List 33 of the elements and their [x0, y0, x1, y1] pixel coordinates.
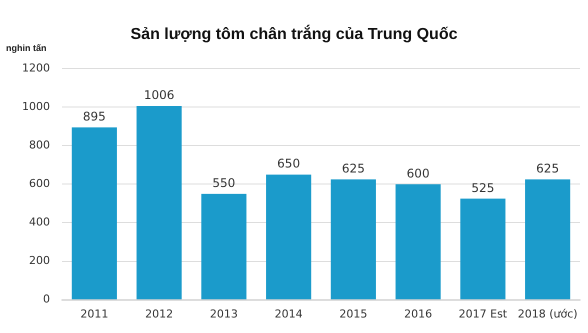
bar [525, 179, 570, 300]
bar [266, 174, 312, 300]
data-label: 550 [212, 176, 236, 190]
x-tick-label: 2015 [339, 307, 368, 320]
y-tick-label: 400 [28, 216, 50, 229]
x-tick-label: 2018 (ước) [518, 307, 578, 320]
data-label: 625 [342, 162, 365, 176]
y-tick-label: 1000 [22, 100, 50, 113]
chart-title: Sản lượng tôm chân trắng của Trung Quốc [130, 26, 458, 44]
x-tick-label: 2016 [404, 307, 432, 320]
data-label: 625 [536, 162, 560, 176]
y-tick-label: 600 [28, 177, 50, 190]
data-label: 600 [406, 166, 430, 180]
data-label: 1006 [144, 88, 174, 102]
x-tick-label: 2017 Est [458, 307, 508, 320]
x-tick-label: 2011 [80, 307, 108, 320]
y-tick-label: 800 [28, 138, 50, 152]
data-label: 650 [277, 156, 300, 171]
y-tick-label: 1200 [22, 61, 50, 74]
bar [396, 184, 441, 300]
x-tick-label: 2013 [210, 307, 238, 320]
bar [72, 127, 117, 300]
y-tick-label: 200 [28, 254, 50, 268]
bar [460, 198, 506, 300]
x-tick-label: 2012 [145, 307, 174, 320]
x-tick-label: 2014 [274, 307, 303, 320]
y-tick-label: 0 [42, 292, 50, 306]
data-label: 525 [471, 180, 494, 195]
bar [330, 179, 376, 300]
bar [201, 194, 246, 300]
y-axis-title: nghin tấn [6, 43, 46, 53]
data-label: 895 [82, 109, 106, 124]
bar [136, 106, 182, 300]
